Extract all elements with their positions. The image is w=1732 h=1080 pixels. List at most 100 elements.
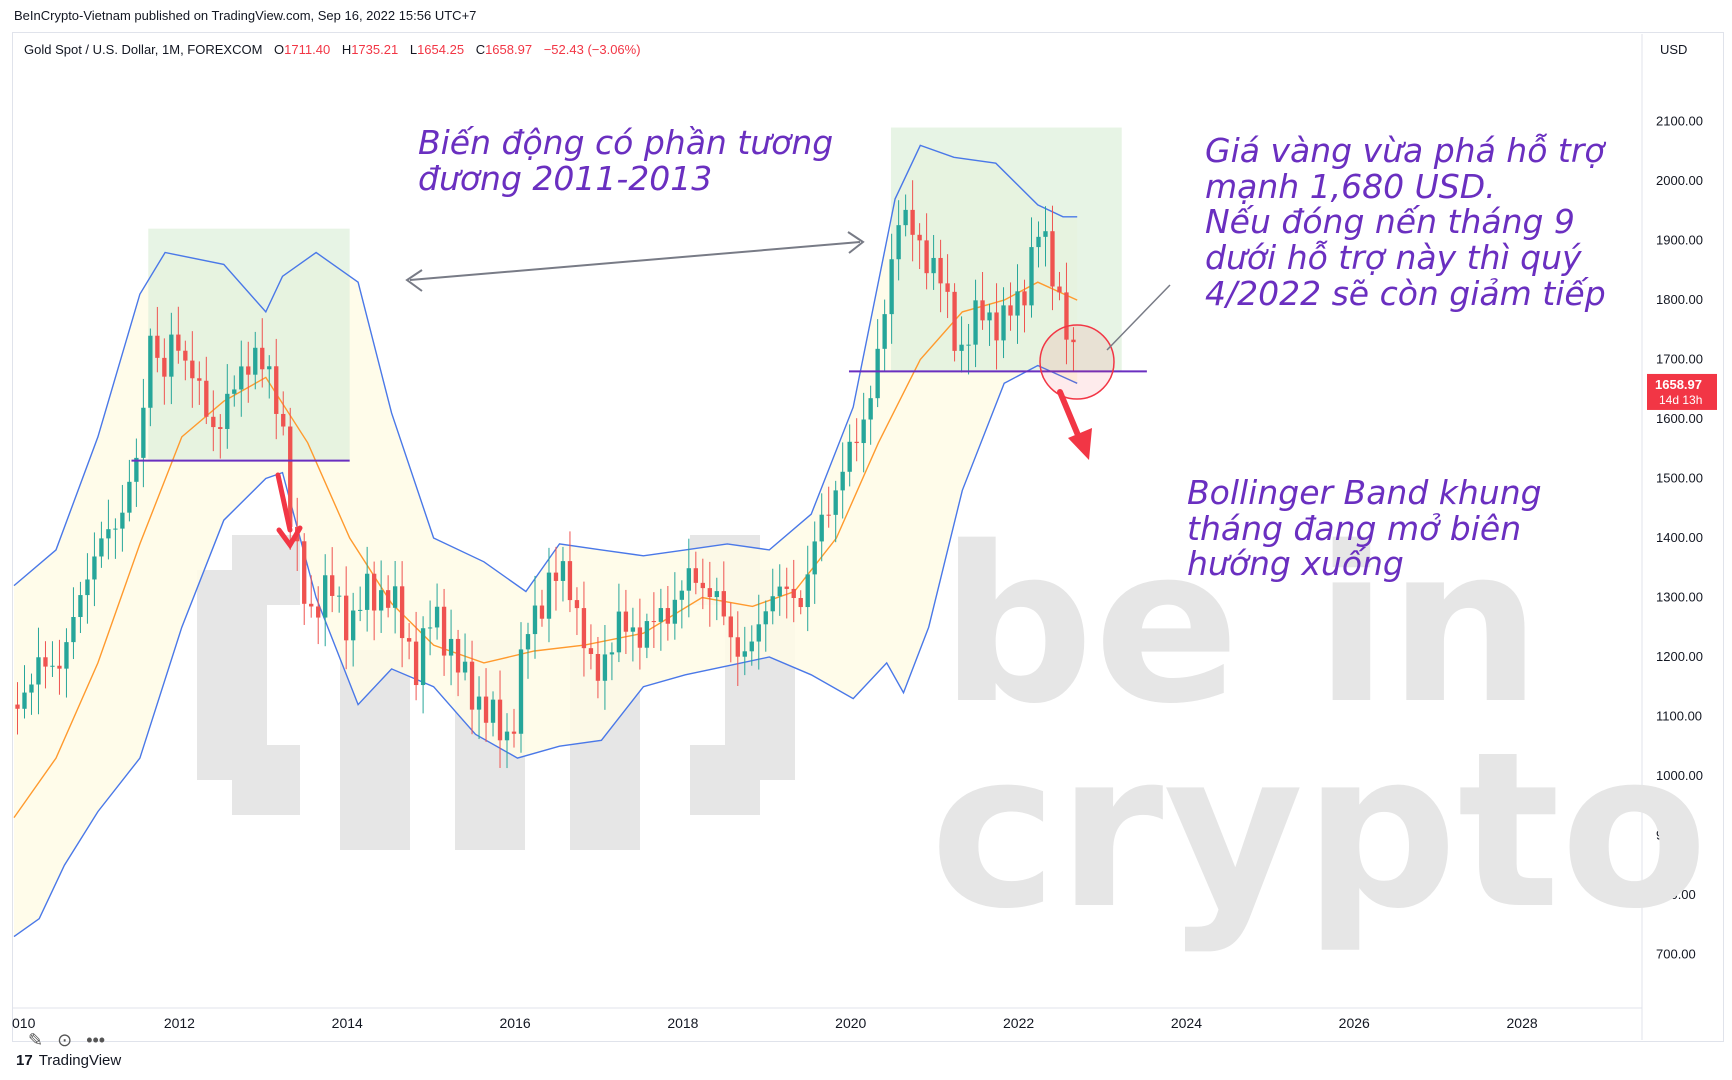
candle-body bbox=[288, 426, 293, 527]
down-arrow-2022-shaft bbox=[1057, 389, 1083, 443]
candle-body bbox=[434, 606, 440, 628]
candle-body bbox=[623, 611, 629, 632]
x-tick-label: 2014 bbox=[332, 1015, 363, 1031]
annotation-bollinger-note: Bollinger Band khung tháng đang mở biên hư… bbox=[1187, 473, 1542, 584]
candle-body bbox=[225, 393, 230, 429]
screenshot-icon[interactable]: ⊙ bbox=[57, 1029, 73, 1050]
candle bbox=[553, 546, 559, 611]
candle-body bbox=[344, 595, 349, 641]
candle bbox=[92, 532, 97, 607]
y-tick-label: 1900.00 bbox=[1656, 233, 1703, 248]
candle bbox=[490, 691, 496, 737]
candle-body bbox=[1029, 247, 1034, 306]
candle bbox=[71, 587, 76, 660]
candle-body bbox=[896, 225, 901, 260]
candle-body bbox=[910, 209, 915, 235]
candle bbox=[225, 364, 230, 449]
candle-body bbox=[162, 357, 167, 377]
candle bbox=[309, 575, 314, 618]
candle bbox=[141, 378, 146, 488]
candle-body bbox=[854, 441, 859, 444]
drawing-toolbar: ✎ ⊙ ••• bbox=[0, 1028, 105, 1052]
candle bbox=[183, 340, 188, 381]
candle bbox=[889, 233, 894, 344]
candle-body bbox=[616, 611, 622, 653]
candle-body bbox=[889, 259, 894, 315]
legend-change: −52.43 (−3.06%) bbox=[543, 42, 641, 57]
candle bbox=[267, 355, 272, 399]
legend-high-label: H bbox=[341, 42, 352, 57]
candle bbox=[931, 234, 936, 290]
candle-body bbox=[672, 599, 678, 624]
candle bbox=[1043, 206, 1048, 267]
candle bbox=[22, 665, 27, 719]
candle bbox=[952, 283, 957, 362]
candle-body bbox=[469, 661, 475, 710]
y-tick-label: 2100.00 bbox=[1656, 114, 1703, 129]
candle bbox=[980, 272, 985, 330]
candle-body bbox=[197, 378, 202, 381]
y-tick-label: 700.00 bbox=[1656, 946, 1696, 961]
bollinger-upper-line bbox=[13, 144, 1078, 593]
candle bbox=[511, 708, 517, 748]
candle bbox=[693, 551, 698, 595]
candle bbox=[518, 622, 524, 753]
candle bbox=[99, 521, 104, 568]
candle-body bbox=[602, 654, 608, 681]
candle-body bbox=[406, 638, 412, 642]
candle-body bbox=[29, 684, 34, 693]
pencil-icon[interactable]: ✎ bbox=[28, 1029, 44, 1050]
candle bbox=[581, 581, 587, 677]
candle-body bbox=[742, 651, 747, 657]
candle-body bbox=[232, 389, 237, 394]
candle-body bbox=[847, 441, 852, 472]
candle bbox=[85, 553, 90, 624]
candle-body bbox=[323, 575, 328, 618]
more-icon[interactable]: ••• bbox=[86, 1029, 106, 1050]
candle-body bbox=[134, 457, 139, 482]
candle-body bbox=[497, 699, 503, 741]
candle-body bbox=[938, 257, 943, 284]
candle bbox=[868, 385, 873, 445]
range-box-2 bbox=[890, 127, 1122, 372]
candle-body bbox=[952, 291, 957, 351]
last-price-value: 1658.97 bbox=[1655, 377, 1702, 392]
candle-body bbox=[840, 471, 845, 491]
candle-body bbox=[609, 652, 615, 655]
candle-body bbox=[658, 608, 664, 622]
candle bbox=[700, 558, 705, 610]
candle-body bbox=[85, 579, 90, 596]
candle bbox=[574, 587, 580, 636]
y-tick-label: 1000.00 bbox=[1656, 768, 1703, 783]
candle-body bbox=[378, 590, 384, 611]
candle bbox=[798, 590, 803, 615]
candle bbox=[910, 180, 915, 262]
breakdown-circle bbox=[1039, 324, 1115, 400]
candle-body bbox=[420, 628, 426, 686]
candle-body bbox=[581, 608, 587, 649]
candle-body bbox=[595, 653, 601, 681]
candle-body bbox=[812, 541, 817, 575]
candle bbox=[162, 338, 167, 405]
candle bbox=[302, 533, 307, 625]
candle bbox=[330, 547, 335, 613]
candle-body bbox=[917, 234, 922, 241]
candle-body bbox=[239, 366, 244, 390]
candle-body bbox=[106, 529, 111, 539]
watermark-crypto: crypto bbox=[930, 705, 1708, 956]
candle bbox=[539, 589, 545, 627]
candle bbox=[875, 319, 880, 408]
candle-body bbox=[546, 572, 552, 619]
watermark-be-in: be in bbox=[940, 500, 1541, 751]
candle-body bbox=[994, 312, 999, 341]
candle bbox=[50, 641, 55, 677]
annotation-right-note: Giá vàng vừa phá hỗ trợ mạnh 1,680 USD. Nế… bbox=[1205, 131, 1606, 313]
candle-body bbox=[462, 661, 468, 673]
candle bbox=[232, 375, 237, 407]
candle-body bbox=[539, 605, 545, 619]
candle bbox=[134, 438, 139, 507]
note-pointer-line bbox=[1106, 284, 1171, 351]
candle-body bbox=[22, 692, 27, 709]
